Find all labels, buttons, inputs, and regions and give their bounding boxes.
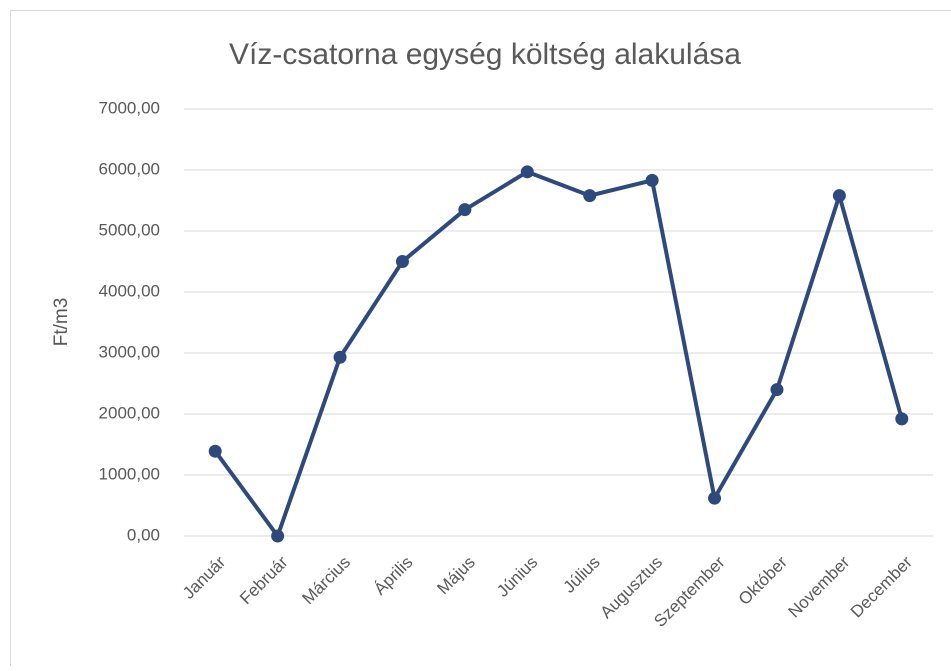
y-axis-label: Ft/m3 [51,298,72,347]
marker [646,174,659,187]
y-tick-label: 4000,00 [99,281,160,300]
marker [396,255,409,268]
marker [334,351,347,364]
marker [521,165,534,178]
y-tick-label: 2000,00 [99,403,160,422]
marker [583,189,596,202]
marker [271,530,284,543]
y-tick-label: 1000,00 [99,464,160,483]
y-tick-label: 3000,00 [99,342,160,361]
marker [770,383,783,396]
marker [209,445,222,458]
y-tick-label: 5000,00 [99,220,160,239]
chart-title: Víz-csatorna egység költség alakulása [229,38,741,71]
y-tick-label: 7000,00 [99,98,160,117]
marker [458,203,471,216]
y-tick-label: 6000,00 [99,159,160,178]
marker [708,492,721,505]
marker [895,412,908,425]
y-tick-label: 0,00 [127,525,160,544]
marker [833,189,846,202]
